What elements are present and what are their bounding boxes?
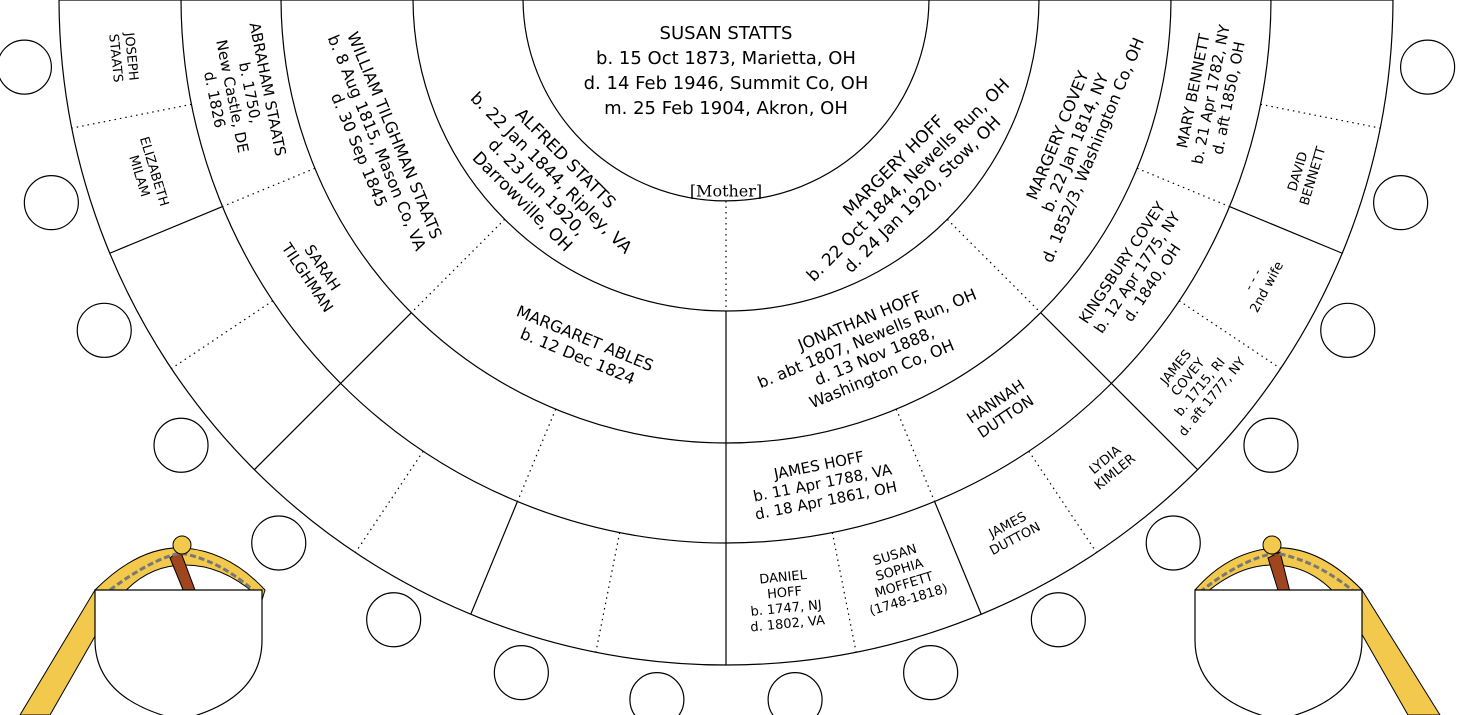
center-detail: b. 15 Oct 1873, Marietta, OH: [596, 48, 856, 69]
outer-circle: [1374, 176, 1428, 230]
center-detail: m. 25 Feb 1904, Akron, OH: [604, 98, 848, 119]
outer-circle: [252, 516, 306, 570]
outer-circle: [904, 646, 958, 700]
fan-chart: SUSAN STATTS b. 15 Oct 1873, Marietta, O…: [0, 0, 1457, 715]
outer-circle: [1031, 593, 1085, 647]
center-name: SUSAN STATTS: [660, 23, 793, 44]
outer-circle: [24, 176, 78, 230]
outer-circle: [1244, 418, 1298, 472]
outer-circle: [0, 40, 51, 94]
outer-circle: [1146, 516, 1200, 570]
outer-circle: [77, 303, 131, 357]
center-role: [Mother]: [690, 182, 762, 201]
outer-circle: [768, 673, 822, 715]
outer-circle: [494, 646, 548, 700]
outer-circle: [630, 673, 684, 715]
outer-circle: [1401, 40, 1455, 94]
center-detail: d. 14 Feb 1946, Summit Co, OH: [584, 73, 869, 94]
outer-circle: [367, 593, 421, 647]
left-crest: [20, 536, 265, 715]
outer-circle: [1321, 303, 1375, 357]
right-crest: [1195, 536, 1440, 715]
outer-circle: [154, 418, 208, 472]
